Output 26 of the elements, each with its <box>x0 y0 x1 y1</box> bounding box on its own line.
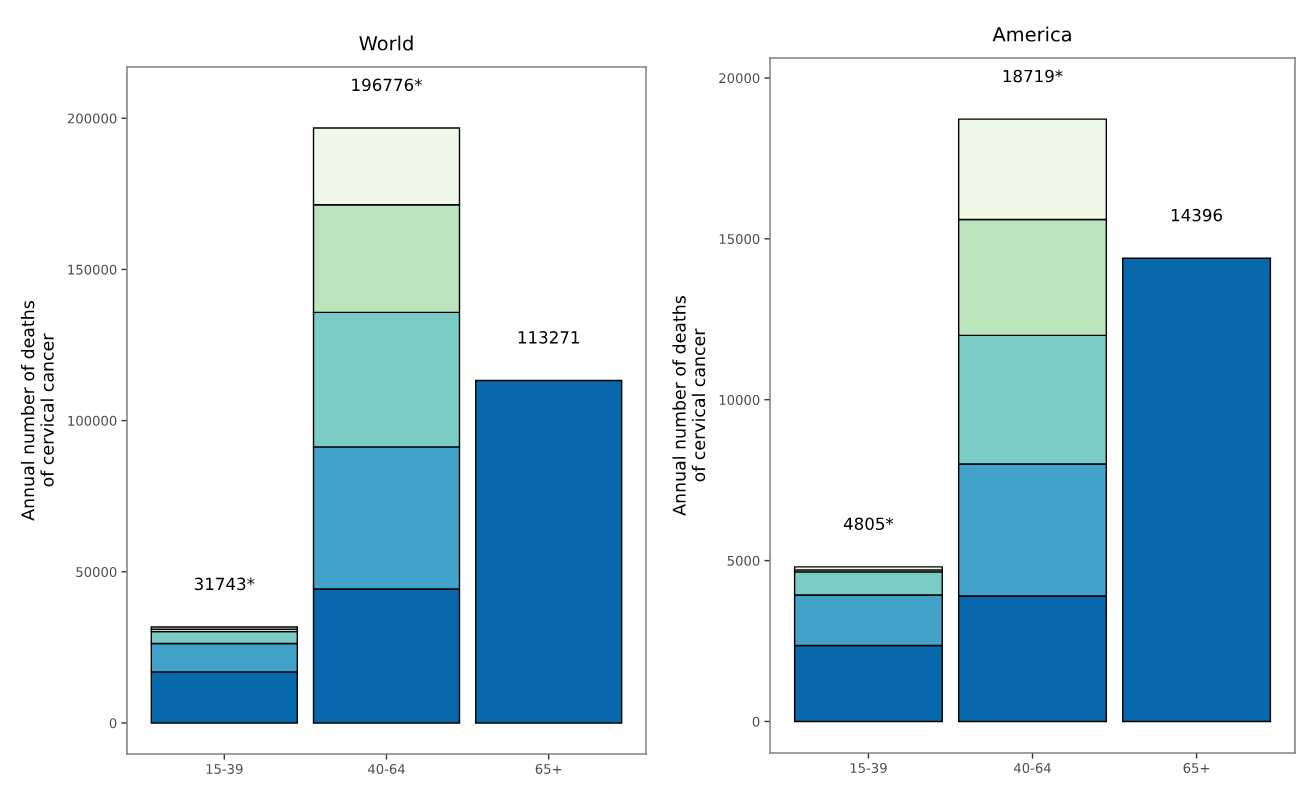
x-tick-label: 15-39 <box>850 762 887 773</box>
chart-title: World <box>359 35 413 51</box>
total-label: 4805* <box>843 517 894 531</box>
x-tick-label: 40-64 <box>367 763 405 774</box>
y-tick-label: 10000 <box>719 394 760 405</box>
total-label: 18719* <box>1003 69 1063 83</box>
x-tick-label: 15-39 <box>206 763 243 774</box>
y-tick-label: 200000 <box>67 113 117 124</box>
x-tick-label: 65+ <box>1183 762 1210 773</box>
y-axis-title: Annual number of deaths of cervical cancer <box>672 296 706 516</box>
x-tick-label: 65+ <box>535 763 562 774</box>
y-tick-label: 50000 <box>76 567 117 577</box>
total-label: 196776* <box>352 78 422 92</box>
chart-title: America <box>992 26 1071 42</box>
y-tick-label: 15000 <box>719 234 760 245</box>
total-label: 31743* <box>194 577 255 591</box>
x-tick-label: 40-64 <box>1013 762 1051 773</box>
total-label: 113271 <box>518 331 579 344</box>
y-tick-label: 5000 <box>727 555 760 566</box>
total-label: 14396 <box>1171 208 1223 222</box>
y-tick-label: 0 <box>109 718 117 729</box>
y-tick-label: 100000 <box>68 415 117 426</box>
y-tick-label: 150000 <box>68 264 117 275</box>
y-tick-label: 20000 <box>719 73 760 84</box>
y-tick-label: 0 <box>752 716 760 727</box>
y-axis-title: Annual number of deaths of cervical cancer <box>20 301 54 521</box>
